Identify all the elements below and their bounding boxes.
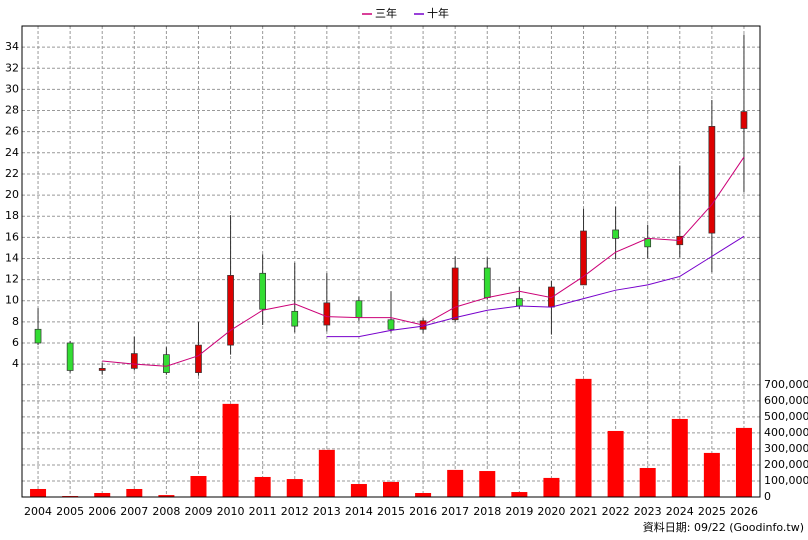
x-tick-label: 2025: [698, 505, 726, 518]
legend-label: 三年: [375, 6, 397, 20]
plot-border: [21, 25, 761, 498]
candle-body: [163, 354, 170, 373]
x-tick-label: 2014: [345, 505, 373, 518]
y-tick-label: 16: [5, 230, 19, 243]
volume-bar: [30, 488, 47, 497]
volume-bar: [94, 492, 111, 497]
volume-bar: [447, 469, 464, 497]
y2-tick-label: 0: [764, 490, 771, 503]
x-tick-label: 2006: [88, 505, 116, 518]
y2-tick-label: 500,000: [764, 410, 808, 423]
volume-bar: [286, 479, 303, 497]
y-tick-label: 8: [12, 315, 19, 328]
candle-body: [259, 272, 267, 310]
volume-bar: [671, 418, 688, 497]
x-tick-label: 2011: [249, 505, 277, 518]
candle-body: [483, 267, 491, 298]
y2-tick-label: 100,000: [764, 474, 808, 487]
y-tick-label: 4: [12, 357, 19, 370]
y-tick-label: 6: [12, 336, 19, 349]
volume-bar: [350, 484, 367, 497]
y-tick-label: 24: [5, 146, 19, 159]
y2-tick-label: 200,000: [764, 458, 808, 471]
y2-tick-label: 600,000: [764, 394, 808, 407]
x-tick-label: 2010: [217, 505, 245, 518]
x-tick-label: 2015: [377, 505, 405, 518]
volume-bar: [254, 476, 271, 497]
x-tick-label: 2005: [56, 505, 84, 518]
x-tick-label: 2013: [313, 505, 341, 518]
y-tick-label: 34: [5, 40, 19, 53]
x-tick-label: 2019: [505, 505, 533, 518]
volume-bar: [607, 430, 624, 497]
volume-bar: [511, 492, 528, 497]
candle-body: [387, 319, 395, 330]
x-tick-label: 2020: [537, 505, 565, 518]
candle-body: [740, 111, 748, 129]
x-tick-label: 2008: [152, 505, 180, 518]
y2-tick-label: 700,000: [764, 378, 808, 391]
candle-body: [227, 275, 234, 346]
candle-body: [34, 328, 42, 344]
volume-bar: [126, 488, 143, 497]
y-tick-label: 18: [5, 209, 19, 222]
y-tick-label: 22: [5, 167, 19, 180]
candle-body: [612, 229, 619, 239]
x-tick-label: 2021: [570, 505, 598, 518]
x-tick-label: 2007: [120, 505, 148, 518]
volume-bar: [318, 449, 335, 497]
y-tick-label: 26: [5, 125, 19, 138]
candle-body: [130, 353, 138, 369]
x-tick-label: 2004: [24, 505, 52, 518]
candle-body: [98, 368, 106, 371]
footer: 資料日期: 09/22 (Goodinfo.tw): [643, 520, 804, 534]
y-tick-label: 32: [5, 61, 19, 74]
candle-body: [355, 300, 363, 319]
volume-bar: [415, 492, 432, 497]
volume-bar: [222, 403, 239, 497]
y-tick-label: 10: [5, 294, 19, 307]
candle-body: [451, 267, 459, 321]
y-tick-label: 12: [5, 273, 19, 286]
candle-body: [195, 344, 202, 373]
volume-bar: [735, 427, 752, 497]
x-tick-label: 2026: [730, 505, 758, 518]
candle-body: [66, 342, 74, 371]
y2-tick-label: 300,000: [764, 442, 808, 455]
volume-bar: [479, 471, 496, 497]
candle-body: [291, 310, 299, 327]
volume-bar: [703, 452, 720, 497]
volume-bar: [575, 378, 592, 497]
volume-bar: [383, 481, 399, 497]
y-tick-label: 30: [5, 82, 19, 95]
candle-body: [323, 302, 331, 326]
x-tick-label: 2016: [409, 505, 437, 518]
volume-bar: [158, 495, 175, 497]
legend-label: 十年: [427, 6, 449, 20]
x-tick-label: 2023: [634, 505, 662, 518]
y-tick-label: 28: [5, 104, 19, 117]
y-tick-label: 20: [5, 188, 19, 201]
candle-body: [515, 298, 523, 307]
y-tick-label: 14: [5, 251, 19, 264]
volume-bar: [543, 477, 560, 497]
x-tick-label: 2018: [473, 505, 501, 518]
x-tick-label: 2012: [281, 505, 309, 518]
ma-line: [326, 235, 745, 338]
candle-body: [708, 126, 716, 234]
y2-tick-label: 400,000: [764, 426, 808, 439]
ma-line: [102, 156, 745, 367]
x-tick-label: 2022: [602, 505, 630, 518]
candle-body: [580, 230, 587, 286]
volume-bar: [639, 467, 656, 497]
x-tick-label: 2017: [441, 505, 469, 518]
volume-bar: [190, 476, 207, 497]
x-tick-label: 2009: [184, 505, 212, 518]
x-tick-label: 2024: [666, 505, 694, 518]
